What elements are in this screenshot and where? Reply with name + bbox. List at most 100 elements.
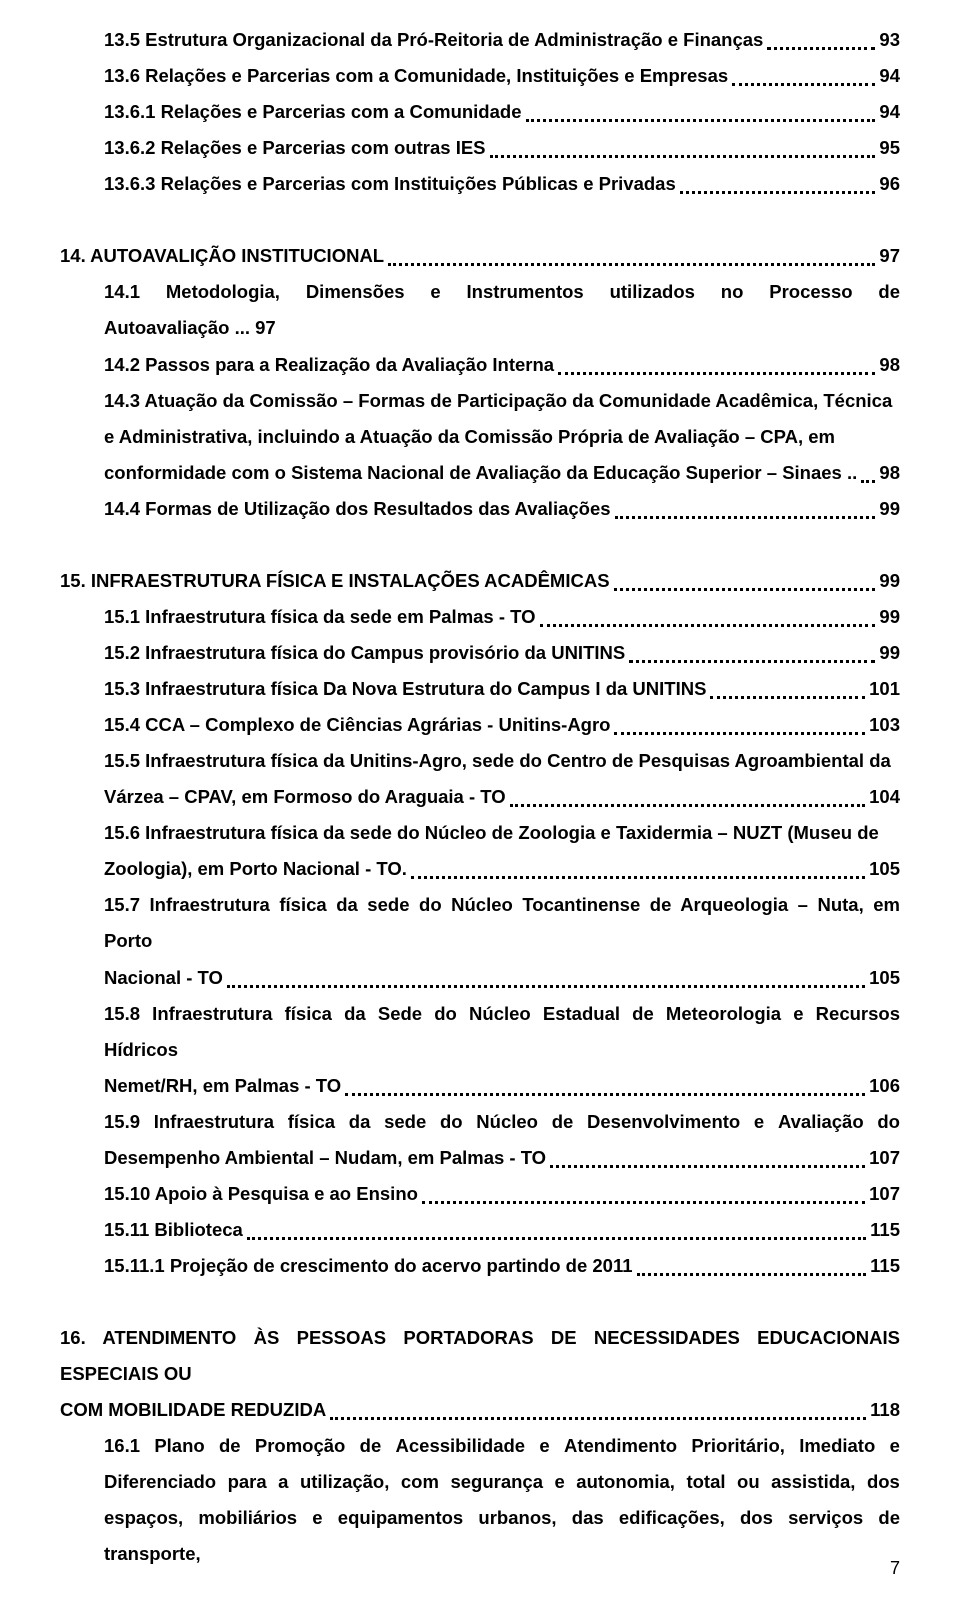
toc-entry: 13.6.3 Relações e Parcerias com Institui… [104,166,900,202]
toc-entry-label: 15.11.1 Projeção de crescimento do acerv… [104,1248,633,1284]
toc-entry-label: 13.6.1 Relações e Parcerias com a Comuni… [104,94,522,130]
toc-entry-label: conformidade com o Sistema Nacional de A… [104,455,857,491]
dot-leader [615,516,876,519]
toc-entry-page: 104 [869,779,900,815]
toc-entry-page: 94 [879,94,900,130]
toc-entry-page: 99 [879,563,900,599]
toc-entry-page: 96 [879,166,900,202]
toc-entry: 15. INFRAESTRUTURA FÍSICA E INSTALAÇÕES … [60,563,900,599]
dot-leader [861,480,875,483]
toc-entry-page: 101 [869,671,900,707]
dot-leader [422,1201,865,1204]
toc-entry: 15.2 Infraestrutura física do Campus pro… [104,635,900,671]
toc-entry-page: 93 [879,22,900,58]
toc-entry: 15.3 Infraestrutura física Da Nova Estru… [104,671,900,707]
toc-entry-label: 15.4 CCA – Complexo de Ciências Agrárias… [104,707,610,743]
dot-leader [330,1417,866,1420]
toc-entry: 15.10 Apoio à Pesquisa e ao Ensino107 [104,1176,900,1212]
toc-entry-line: 15.8 Infraestrutura física da Sede do Nú… [104,996,900,1068]
toc-entry-page: 98 [879,455,900,491]
toc-entry: 14.4 Formas de Utilização dos Resultados… [104,491,900,527]
toc-entry-label: Desempenho Ambiental – Nudam, em Palmas … [104,1140,546,1176]
toc-entry-page: 106 [869,1068,900,1104]
toc-entry: 15.1 Infraestrutura física da sede em Pa… [104,599,900,635]
toc-entry-label: 14.1 Metodologia, Dimensões e Instrument… [104,281,900,302]
toc-entry: Várzea – CPAV, em Formoso do Araguaia - … [104,779,900,815]
dot-leader [629,660,875,663]
toc-entry-page: 107 [869,1176,900,1212]
dot-leader [227,985,865,988]
document-page: 13.5 Estrutura Organizacional da Pró-Rei… [0,0,960,1603]
dot-leader [550,1165,865,1168]
toc-entry-label: 13.6.2 Relações e Parcerias com outras I… [104,130,486,166]
toc-entry: 13.6 Relações e Parcerias com a Comunida… [104,58,900,94]
dot-leader [637,1273,867,1276]
toc-entry-page: 94 [879,58,900,94]
toc-entry-line: 15.6 Infraestrutura física da sede do Nú… [104,815,900,851]
toc-entry-page: 99 [879,599,900,635]
dot-leader [345,1093,865,1096]
dot-leader [510,804,865,807]
dot-leader [247,1237,866,1240]
dot-leader [614,732,865,735]
toc-entry-page: 103 [869,707,900,743]
toc-entry-label: 13.6 Relações e Parcerias com a Comunida… [104,58,728,94]
toc-entry: conformidade com o Sistema Nacional de A… [104,455,900,491]
dot-leader [540,624,876,627]
toc-entry-label: Várzea – CPAV, em Formoso do Araguaia - … [104,779,506,815]
toc-entry-label: 14.2 Passos para a Realização da Avaliaç… [104,347,554,383]
toc-entry-label: 13.5 Estrutura Organizacional da Pró-Rei… [104,22,763,58]
toc-entry-label: 15. INFRAESTRUTURA FÍSICA E INSTALAÇÕES … [60,563,610,599]
toc-entry: 13.6.1 Relações e Parcerias com a Comuni… [104,94,900,130]
dot-leader [732,83,875,86]
toc-entry-label: COM MOBILIDADE REDUZIDA [60,1392,326,1428]
toc-entry-page: 105 [869,851,900,887]
dot-leader [411,876,865,879]
toc-entry-label: 13.6.3 Relações e Parcerias com Institui… [104,166,676,202]
toc-entry: 13.6.2 Relações e Parcerias com outras I… [104,130,900,166]
toc-entry: Nemet/RH, em Palmas - TO 106 [104,1068,900,1104]
toc-entry-line: 15.9InfraestruturafísicadasededoNúcleode… [104,1104,900,1140]
dot-leader [526,119,876,122]
toc-entry-line: 16.1PlanodePromoçãodeAcessibilidadeeAten… [104,1428,900,1464]
toc-entry-label: 14. AUTOAVALIÇÃO INSTITUCIONAL [60,238,384,274]
dot-leader [388,263,875,266]
toc-entry: 15.4 CCA – Complexo de Ciências Agrárias… [104,707,900,743]
toc-entry-page: 115 [870,1212,900,1248]
toc-entry-line: 14.3 Atuação da Comissão – Formas de Par… [104,383,900,419]
toc-entry: Zoologia), em Porto Nacional - TO. 105 [104,851,900,887]
toc-entry: 15.11 Biblioteca 115 [104,1212,900,1248]
toc-entry-label: Zoologia), em Porto Nacional - TO. [104,851,407,887]
dot-leader [614,588,876,591]
toc-entry-label: 15.1 Infraestrutura física da sede em Pa… [104,599,536,635]
toc-entry-page: 99 [879,635,900,671]
toc-entry-page: 95 [879,130,900,166]
toc-entry-page: 118 [870,1392,900,1428]
toc-entry-label: Nemet/RH, em Palmas - TO [104,1068,341,1104]
toc-entry-label: 15.2 Infraestrutura física do Campus pro… [104,635,625,671]
toc-entry: 14.1 Metodologia, Dimensões e Instrument… [104,274,900,346]
page-number: 7 [890,1558,900,1579]
toc-entry-page: 115 [870,1248,900,1284]
dot-leader [710,696,865,699]
toc-entry-page: 97 [879,238,900,274]
table-of-contents: 13.5 Estrutura Organizacional da Pró-Rei… [60,22,900,1573]
toc-entry-label: 15.11 Biblioteca [104,1212,243,1248]
toc-entry: 13.5 Estrutura Organizacional da Pró-Rei… [104,22,900,58]
toc-entry-line: espaços, mobiliários e equipamentos urba… [104,1500,900,1572]
toc-entry-line: e Administrativa, incluindo a Atuação da… [104,419,900,455]
toc-entry-page: Autoavaliação ... 97 [104,317,276,338]
toc-entry-line: 16. ATENDIMENTO ÀS PESSOAS PORTADORAS DE… [60,1320,900,1392]
toc-entry-page: 98 [879,347,900,383]
toc-entry-page: 99 [879,491,900,527]
dot-leader [680,191,876,194]
toc-entry: Desempenho Ambiental – Nudam, em Palmas … [104,1140,900,1176]
toc-entry-page: 107 [869,1140,900,1176]
toc-entry-line: 15.7 Infraestrutura física da sede do Nú… [104,887,900,959]
toc-entry-page: 105 [869,960,900,996]
toc-entry: Nacional - TO 105 [104,960,900,996]
toc-entry: COM MOBILIDADE REDUZIDA 118 [60,1392,900,1428]
toc-entry-label: Nacional - TO [104,960,223,996]
dot-leader [767,47,875,50]
dot-leader [558,372,875,375]
